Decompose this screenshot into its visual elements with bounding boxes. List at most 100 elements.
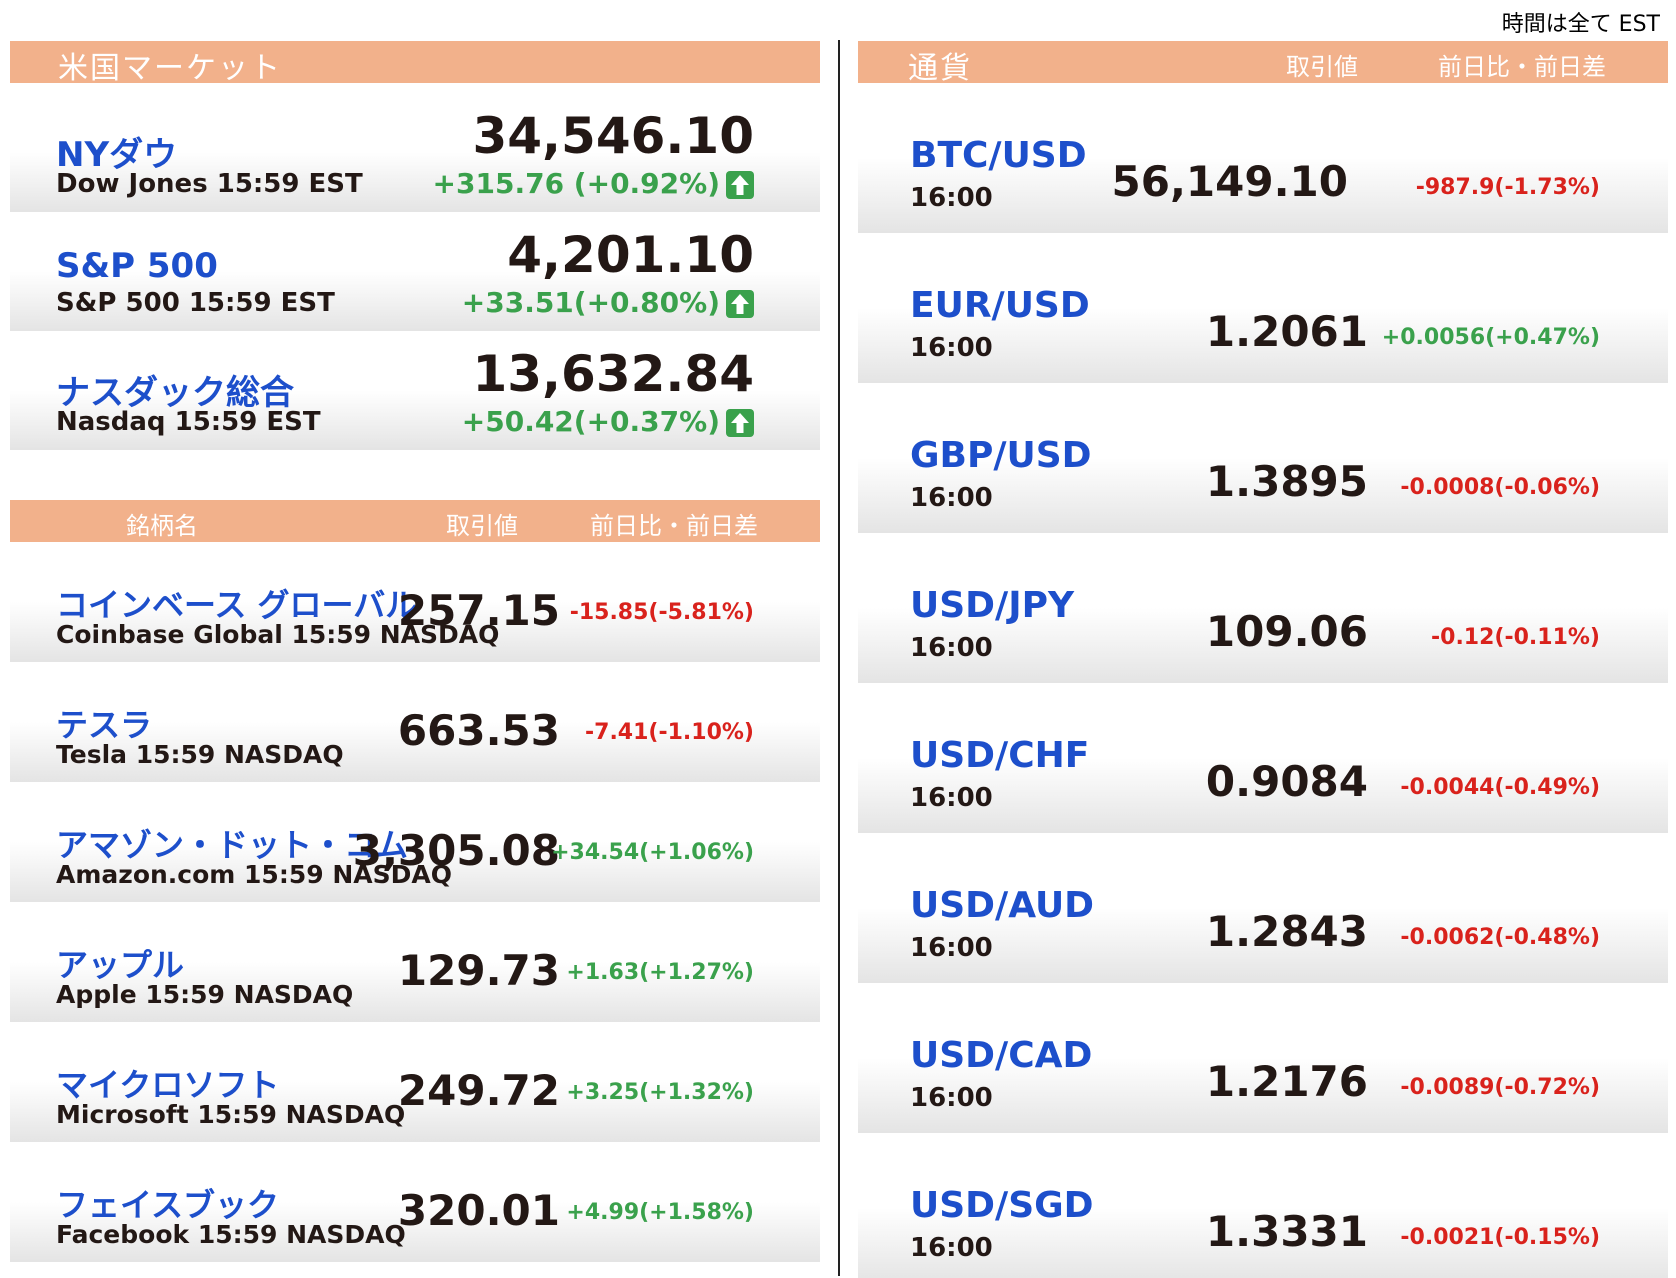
fx-change: -0.12(-0.11%) [1431, 625, 1600, 650]
col-name-header: 銘柄名 [126, 512, 198, 540]
fx-time: 16:00 [910, 633, 993, 663]
fx-row-usdjpy[interactable]: USD/JPY 16:00 109.06 -0.12(-0.11%) [858, 533, 1668, 683]
stock-sub: Facebook 15:59 NASDAQ [56, 1220, 406, 1249]
index-row-nasdaq[interactable]: ナスダック総合 Nasdaq 15:59 EST 13,632.84 +50.4… [10, 331, 820, 450]
arrow-up-icon [726, 409, 754, 437]
stock-sub: Amazon.com 15:59 NASDAQ [56, 860, 452, 889]
fx-change: -987.9(-1.73%) [1415, 175, 1600, 200]
stock-sub: Apple 15:59 NASDAQ [56, 980, 354, 1009]
fx-price: 1.2176 [1205, 1057, 1368, 1106]
stock-name: マイクロソフト [56, 1066, 280, 1104]
col-price-header: 取引値 [446, 512, 518, 540]
currency-panel: 通貨 取引値 前日比・前日差 BTC/USD 16:00 56,149.10 -… [858, 41, 1668, 1278]
fx-name: USD/JPY [910, 585, 1075, 626]
stocks-header: 銘柄名 取引値 前日比・前日差 [10, 500, 820, 542]
us-market-header: 米国マーケット [10, 41, 820, 86]
fx-name: USD/SGD [910, 1185, 1094, 1226]
col-price-header: 取引値 [1286, 53, 1358, 81]
us-market-title: 米国マーケット [58, 51, 282, 86]
fx-price: 56,149.10 [1111, 157, 1348, 206]
col-name-header: 通貨 [908, 51, 972, 86]
index-price: 4,201.10 [507, 226, 754, 284]
fx-row-usdcad[interactable]: USD/CAD 16:00 1.2176 -0.0089(-0.72%) [858, 983, 1668, 1133]
stock-row-facebook[interactable]: フェイスブック Facebook 15:59 NASDAQ 320.01 +4.… [10, 1142, 820, 1262]
fx-name: USD/AUD [910, 885, 1095, 926]
us-market-panel: 米国マーケット NYダウ Dow Jones 15:59 EST 34,546.… [10, 41, 820, 450]
stock-price: 320.01 [397, 1186, 560, 1235]
fx-time: 16:00 [910, 783, 993, 813]
fx-row-btcusd[interactable]: BTC/USD 16:00 56,149.10 -987.9(-1.73%) [858, 83, 1668, 233]
fx-change: -0.0044(-0.49%) [1400, 775, 1600, 800]
stock-price: 663.53 [397, 706, 560, 755]
stock-price: 249.72 [397, 1066, 560, 1115]
fx-row-usdaud[interactable]: USD/AUD 16:00 1.2843 -0.0062(-0.48%) [858, 833, 1668, 983]
fx-row-gbpusd[interactable]: GBP/USD 16:00 1.3895 -0.0008(-0.06%) [858, 383, 1668, 533]
fx-time: 16:00 [910, 1233, 993, 1263]
fx-time: 16:00 [910, 333, 993, 363]
fx-name: BTC/USD [910, 135, 1087, 176]
stock-price: 129.73 [397, 946, 560, 995]
stock-sub: Tesla 15:59 NASDAQ [56, 740, 344, 769]
stock-name: アップル [56, 946, 185, 984]
stock-change: +34.54(+1.06%) [551, 840, 754, 865]
index-sub: Dow Jones 15:59 EST [56, 169, 363, 199]
fx-time: 16:00 [910, 933, 993, 963]
stock-change: -15.85(-5.81%) [569, 600, 754, 625]
fx-change: -0.0089(-0.72%) [1400, 1075, 1600, 1100]
fx-row-eurusd[interactable]: EUR/USD 16:00 1.2061 +0.0056(+0.47%) [858, 233, 1668, 383]
fx-price: 1.2061 [1205, 307, 1368, 356]
fx-time: 16:00 [910, 483, 993, 513]
fx-name: EUR/USD [910, 285, 1090, 326]
stock-row-microsoft[interactable]: マイクロソフト Microsoft 15:59 NASDAQ 249.72 +3… [10, 1022, 820, 1142]
timezone-note: 時間は全て EST [1501, 12, 1660, 37]
stock-name: フェイスブック [56, 1186, 280, 1224]
stock-sub: Microsoft 15:59 NASDAQ [56, 1100, 406, 1129]
index-price: 34,546.10 [472, 107, 754, 165]
stock-name: テスラ [56, 706, 153, 744]
fx-price: 1.3895 [1205, 457, 1368, 506]
stock-change: -7.41(-1.10%) [585, 720, 754, 745]
arrow-up-icon [726, 171, 754, 199]
fx-time: 16:00 [910, 1083, 993, 1113]
stock-row-apple[interactable]: アップル Apple 15:59 NASDAQ 129.73 +1.63(+1.… [10, 902, 820, 1022]
stock-price: 3,305.08 [352, 826, 560, 875]
stock-change: +3.25(+1.32%) [566, 1080, 754, 1105]
stock-name: コインベース グローバル [56, 586, 418, 624]
fx-name: GBP/USD [910, 435, 1092, 476]
index-sub: Nasdaq 15:59 EST [56, 407, 321, 437]
fx-change: +0.0056(+0.47%) [1381, 325, 1600, 350]
stock-sub: Coinbase Global 15:59 NASDAQ [56, 620, 500, 649]
column-divider [838, 40, 840, 1276]
stock-row-tesla[interactable]: テスラ Tesla 15:59 NASDAQ 663.53 -7.41(-1.1… [10, 662, 820, 782]
stock-row-amazon[interactable]: アマゾン・ドット・コム Amazon.com 15:59 NASDAQ 3,30… [10, 782, 820, 902]
col-change-header: 前日比・前日差 [1438, 53, 1606, 81]
arrow-up-icon [726, 290, 754, 318]
fx-row-usdsgd[interactable]: USD/SGD 16:00 1.3331 -0.0021(-0.15%) [858, 1133, 1668, 1278]
index-change: +33.51(+0.80%) [461, 286, 720, 319]
fx-change: -0.0021(-0.15%) [1400, 1225, 1600, 1250]
index-sub: S&P 500 15:59 EST [56, 288, 335, 318]
fx-price: 0.9084 [1205, 757, 1368, 806]
index-change: +315.76 (+0.92%) [432, 167, 720, 200]
stock-price: 257.15 [397, 586, 560, 635]
stock-row-coinbase[interactable]: コインベース グローバル Coinbase Global 15:59 NASDA… [10, 542, 820, 662]
index-price: 13,632.84 [472, 345, 754, 403]
fx-change: -0.0062(-0.48%) [1400, 925, 1600, 950]
fx-change: -0.0008(-0.06%) [1400, 475, 1600, 500]
fx-time: 16:00 [910, 183, 993, 213]
stock-change: +1.63(+1.27%) [566, 960, 754, 985]
fx-price: 1.3331 [1205, 1207, 1368, 1256]
index-name: ナスダック総合 [56, 373, 294, 413]
fx-price: 109.06 [1205, 607, 1368, 656]
fx-name: USD/CAD [910, 1035, 1093, 1076]
fx-row-usdchf[interactable]: USD/CHF 16:00 0.9084 -0.0044(-0.49%) [858, 683, 1668, 833]
fx-price: 1.2843 [1205, 907, 1368, 956]
index-row-dow[interactable]: NYダウ Dow Jones 15:59 EST 34,546.10 +315.… [10, 93, 820, 212]
stock-change: +4.99(+1.58%) [566, 1200, 754, 1225]
currency-header: 通貨 取引値 前日比・前日差 [858, 41, 1668, 86]
index-row-sp500[interactable]: S&P 500 S&P 500 15:59 EST 4,201.10 +33.5… [10, 212, 820, 331]
col-change-header: 前日比・前日差 [590, 512, 758, 540]
stocks-panel: 銘柄名 取引値 前日比・前日差 コインベース グローバル Coinbase Gl… [10, 500, 820, 1262]
index-name: NYダウ [56, 135, 178, 175]
index-change: +50.42(+0.37%) [461, 405, 720, 438]
